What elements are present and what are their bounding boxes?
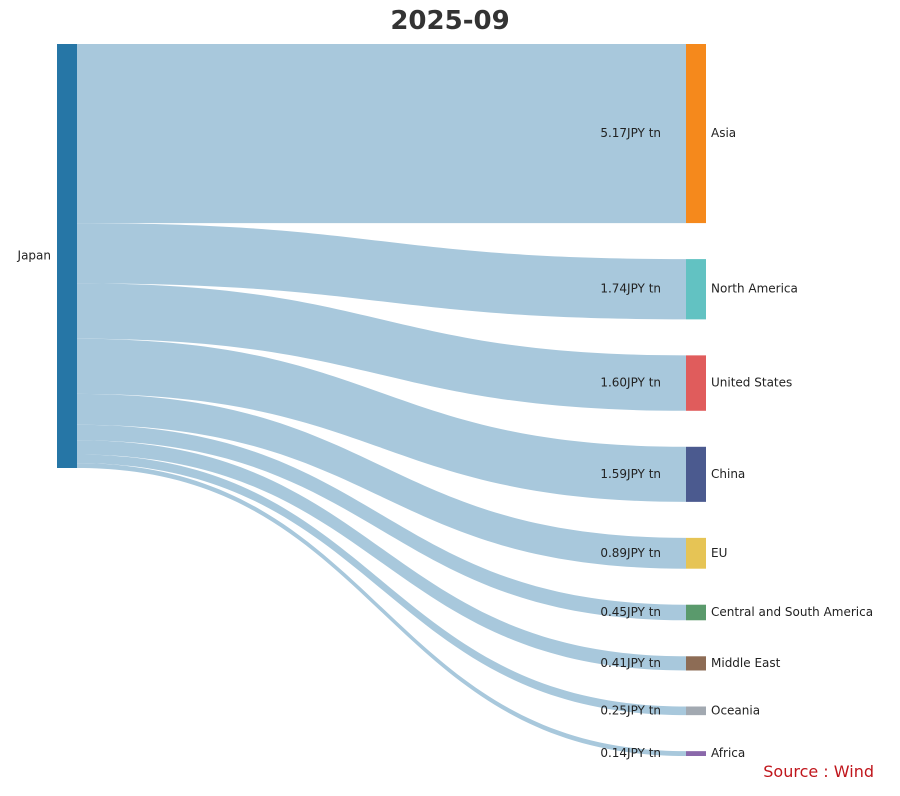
node-eu — [686, 537, 706, 569]
link-japan-africa — [77, 463, 686, 756]
node-japan — [57, 44, 77, 468]
link-japan-oceania — [77, 454, 686, 716]
node-label-oceania: Oceania — [711, 703, 760, 717]
node-oceania — [686, 706, 706, 716]
node-label-asia: Asia — [711, 126, 736, 140]
node-central-and-south-america — [686, 604, 706, 621]
node-label-eu: EU — [711, 546, 727, 560]
node-north-america — [686, 259, 706, 320]
value-label-oceania: 0.25JPY tn — [600, 703, 661, 717]
node-middle-east — [686, 656, 706, 671]
node-africa — [686, 751, 706, 756]
link-japan-asia — [77, 44, 686, 224]
chart-title: 2025-09 — [390, 6, 510, 36]
link-japan-central-and-south-america — [77, 424, 686, 621]
node-united-states — [686, 355, 706, 411]
node-label-north-america: North America — [711, 282, 798, 296]
node-label-central-and-south-america: Central and South America — [711, 605, 873, 619]
value-label-north-america: 1.74JPY tn — [600, 282, 661, 296]
value-label-middle-east: 0.41JPY tn — [600, 656, 661, 670]
node-china — [686, 446, 706, 502]
node-label-japan: Japan — [17, 249, 51, 263]
value-label-asia: 5.17JPY tn — [600, 126, 661, 140]
link-japan-north-america — [77, 223, 686, 320]
value-label-africa: 0.14JPY tn — [600, 746, 661, 760]
link-japan-china — [77, 338, 686, 502]
link-japan-united-states — [77, 283, 686, 411]
value-label-central-and-south-america: 0.45JPY tn — [600, 605, 661, 619]
node-label-middle-east: Middle East — [711, 656, 781, 670]
node-asia — [686, 44, 706, 224]
value-label-united-states: 1.60JPY tn — [600, 376, 661, 390]
value-label-china: 1.59JPY tn — [600, 467, 661, 481]
value-label-eu: 0.89JPY tn — [600, 546, 661, 560]
node-label-united-states: United States — [711, 376, 792, 390]
node-label-africa: Africa — [711, 746, 745, 760]
node-label-china: China — [711, 467, 745, 481]
link-japan-eu — [77, 393, 686, 569]
source-label: Source : Wind — [763, 762, 874, 781]
link-japan-middle-east — [77, 440, 686, 671]
